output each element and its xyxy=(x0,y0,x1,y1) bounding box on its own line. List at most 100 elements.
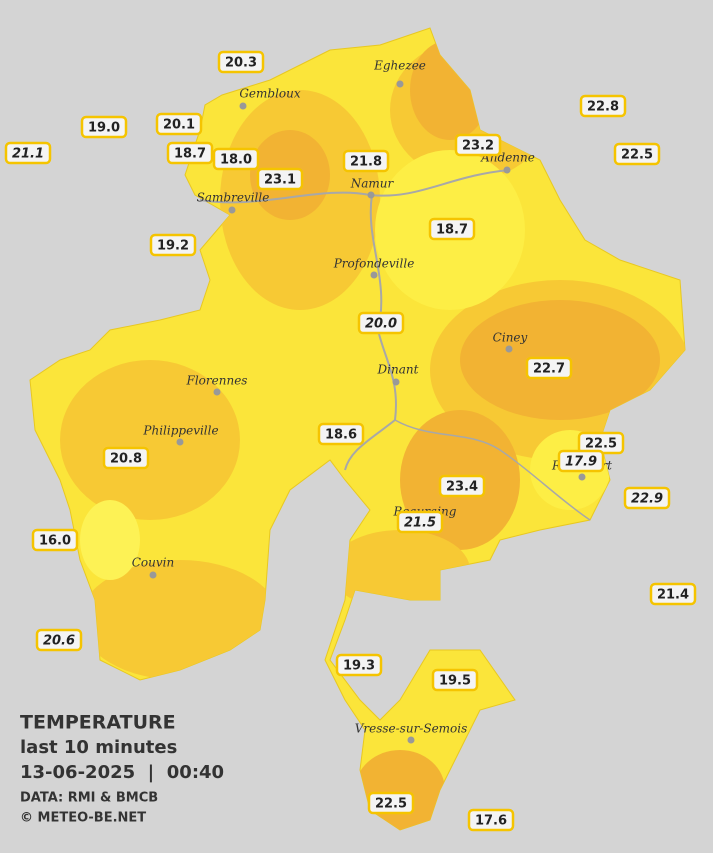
station: 21.8 xyxy=(342,149,390,173)
town-dot xyxy=(239,102,247,110)
station: 23.1 xyxy=(256,167,304,191)
town-label: Florennes xyxy=(186,374,248,388)
station-value: 19.5 xyxy=(439,674,471,689)
station-value: 20.1 xyxy=(163,118,195,133)
station-box xyxy=(342,149,390,173)
station-box xyxy=(155,112,203,136)
town-dot xyxy=(367,191,375,199)
station: 19.0 xyxy=(80,115,128,139)
station-value: 22.7 xyxy=(533,362,565,377)
station-box xyxy=(256,167,304,191)
town-label: Gembloux xyxy=(239,87,301,101)
station: 17.6 xyxy=(467,808,515,832)
station-value: 18.7 xyxy=(174,147,206,162)
station-box xyxy=(367,791,415,815)
town-dot xyxy=(213,388,221,396)
station-box xyxy=(454,133,502,157)
river xyxy=(394,419,591,521)
data-source: DATA: RMI & BMCB xyxy=(20,791,158,806)
town-label: Philippeville xyxy=(142,424,218,438)
station-box xyxy=(357,311,405,335)
station-value: 17.9 xyxy=(565,455,597,470)
station-box xyxy=(525,356,573,380)
map-datetime: 13-06-2025 | 00:40 xyxy=(20,762,224,783)
station: 20.0 xyxy=(357,311,405,335)
station-value: 19.2 xyxy=(157,239,189,254)
station-box xyxy=(467,808,515,832)
station-value: 22.8 xyxy=(587,100,619,115)
station-box xyxy=(428,217,476,241)
station-box xyxy=(335,653,383,677)
station-box xyxy=(149,233,197,257)
station-value: 23.4 xyxy=(446,480,478,495)
town-label: Couvin xyxy=(132,556,174,570)
station: 19.5 xyxy=(431,668,479,692)
station-value: 18.7 xyxy=(436,223,468,238)
station-box xyxy=(613,142,661,166)
station-box xyxy=(649,582,697,606)
station-box xyxy=(166,141,214,165)
station-value: 20.0 xyxy=(365,317,397,332)
town-dot xyxy=(505,345,513,353)
station-box xyxy=(212,147,260,171)
station-value: 22.5 xyxy=(375,797,407,812)
town-label: Profondeville xyxy=(333,257,415,271)
station-box xyxy=(623,486,671,510)
station-box xyxy=(80,115,128,139)
station-value: 22.9 xyxy=(631,492,663,507)
station: 23.2 xyxy=(454,133,502,157)
station-box xyxy=(217,50,265,74)
station: 16.0 xyxy=(31,528,79,552)
station-box xyxy=(102,446,150,470)
station-value: 18.6 xyxy=(325,428,357,443)
town-label: Eghezee xyxy=(373,59,426,73)
station-box xyxy=(317,422,365,446)
station: 20.3 xyxy=(217,50,265,74)
town-dot xyxy=(407,736,415,744)
station: 22.5 xyxy=(613,142,661,166)
station: 21.5 xyxy=(396,510,444,534)
station-value: 16.0 xyxy=(39,534,71,549)
station-box xyxy=(4,141,52,165)
town-dot xyxy=(370,271,378,279)
station-box xyxy=(579,94,627,118)
station: 22.7 xyxy=(525,356,573,380)
station-box xyxy=(431,668,479,692)
station-value: 23.2 xyxy=(462,139,494,154)
town-dot xyxy=(149,571,157,579)
station: 21.1 xyxy=(4,141,52,165)
station-value: 22.5 xyxy=(585,437,617,452)
station-value: 18.0 xyxy=(220,153,252,168)
station: 18.6 xyxy=(317,422,365,446)
station-value: 21.4 xyxy=(657,588,689,603)
station-value: 22.5 xyxy=(621,148,653,163)
town-dot xyxy=(578,473,586,481)
station-value: 20.6 xyxy=(43,634,75,649)
town-label: Dinant xyxy=(377,363,419,377)
station: 22.9 xyxy=(623,486,671,510)
town-dot xyxy=(228,206,236,214)
map-title: TEMPERATURE xyxy=(20,712,176,734)
station: 18.7 xyxy=(166,141,214,165)
station-value: 21.8 xyxy=(350,155,382,170)
station-box xyxy=(31,528,79,552)
station-value: 21.1 xyxy=(12,147,44,162)
map-subtitle: last 10 minutes xyxy=(20,737,177,758)
station-value: 20.8 xyxy=(110,452,142,467)
station-value: 17.6 xyxy=(475,814,507,829)
copyright: © METEO-BE.NET xyxy=(20,811,146,826)
station-value: 21.5 xyxy=(404,516,436,531)
town-dot xyxy=(503,166,511,174)
town-label: Vresse-sur-Semois xyxy=(355,722,468,736)
town-label: Namur xyxy=(350,177,395,191)
station: 21.4 xyxy=(649,582,697,606)
station-value: 19.0 xyxy=(88,121,120,136)
station: 17.9 xyxy=(557,449,605,473)
station: 18.7 xyxy=(428,217,476,241)
station-value: 19.3 xyxy=(343,659,375,674)
station: 20.6 xyxy=(35,628,83,652)
town-dot xyxy=(392,378,400,386)
station-value: 20.3 xyxy=(225,56,257,71)
